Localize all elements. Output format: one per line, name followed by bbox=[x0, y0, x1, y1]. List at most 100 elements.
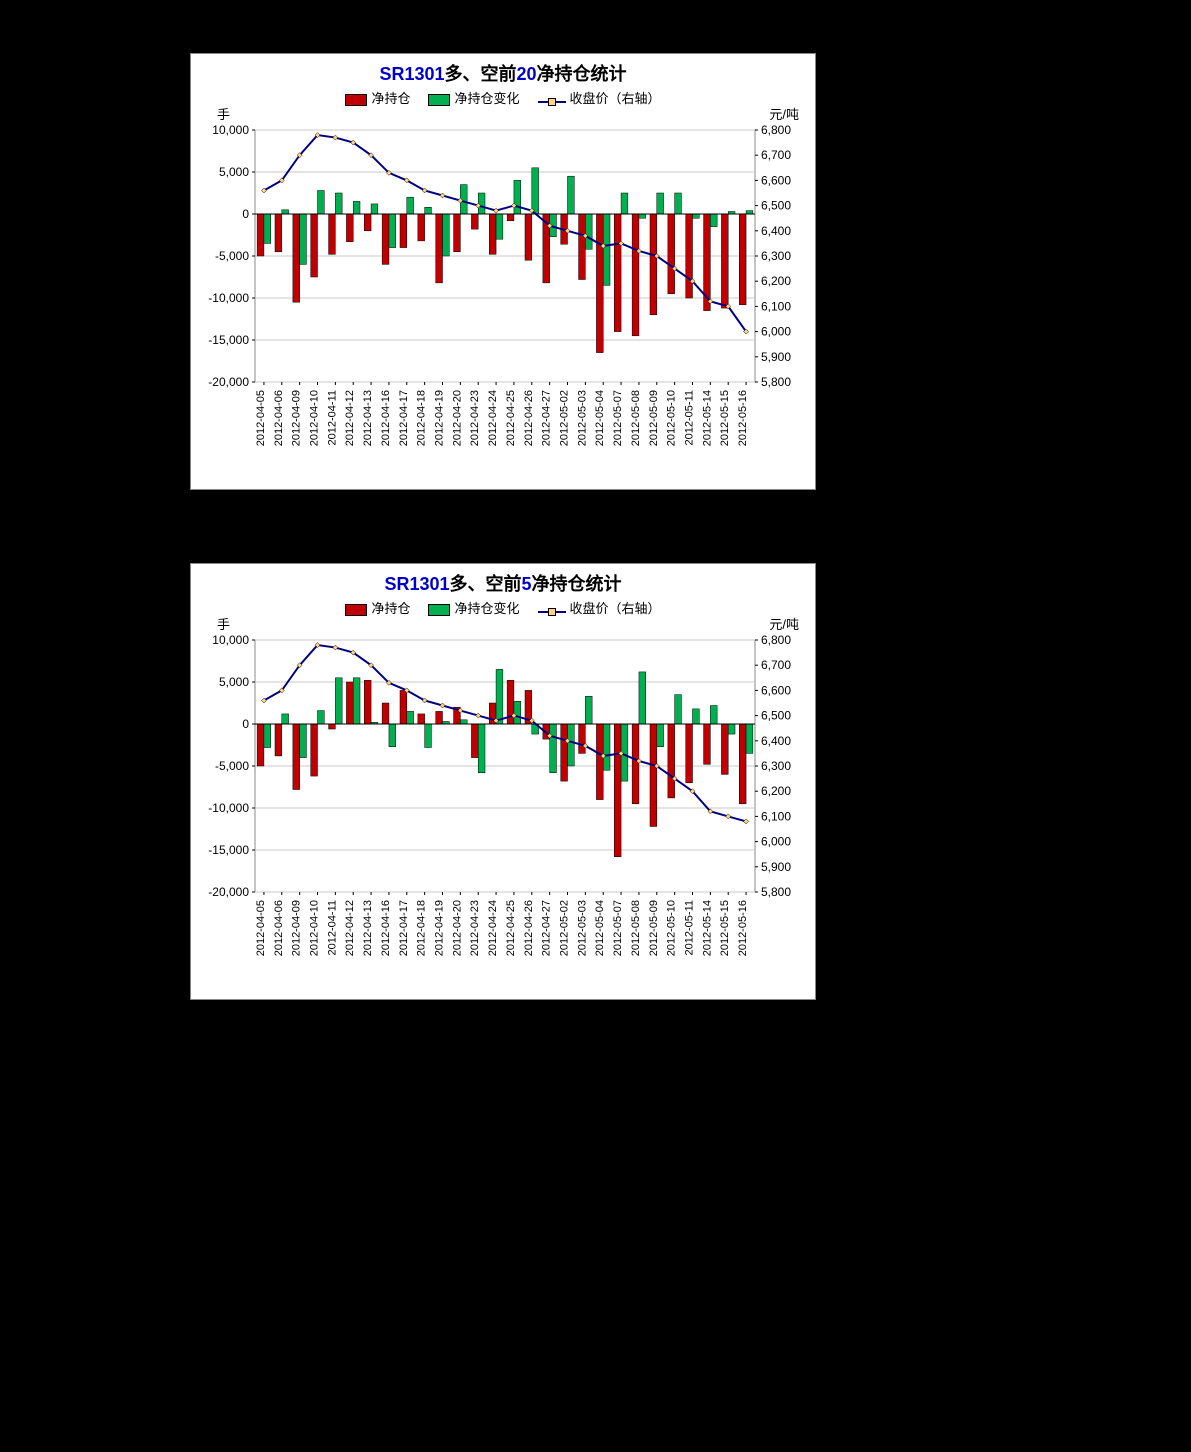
bar-net bbox=[739, 724, 746, 804]
x-tick-label: 2012-04-19 bbox=[434, 390, 446, 446]
bar-change bbox=[300, 724, 307, 758]
bar-change bbox=[603, 724, 610, 770]
svg-text:10,000: 10,000 bbox=[212, 633, 249, 647]
bar-change bbox=[585, 696, 592, 724]
bar-change bbox=[318, 190, 325, 214]
x-tick-label: 2012-05-15 bbox=[719, 390, 731, 446]
y-left-label: 手 bbox=[217, 614, 230, 633]
svg-text:6,800: 6,800 bbox=[761, 633, 791, 647]
bar-change bbox=[300, 214, 307, 264]
bar-net bbox=[257, 214, 264, 256]
x-tick-label: 2012-04-16 bbox=[380, 900, 392, 956]
x-tick-label: 2012-04-24 bbox=[487, 900, 499, 956]
x-tick-label: 2012-05-14 bbox=[701, 390, 713, 446]
bar-net bbox=[382, 214, 389, 264]
bar-net bbox=[721, 214, 728, 308]
bar-net bbox=[329, 214, 336, 254]
svg-text:5,800: 5,800 bbox=[761, 885, 791, 899]
bar-change bbox=[746, 724, 753, 753]
legend: 净持仓 净持仓变化 收盘价（右轴） bbox=[191, 88, 815, 107]
svg-text:10,000: 10,000 bbox=[212, 123, 249, 137]
chart-panel-top5: SR1301多、空前5净持仓统计 净持仓 净持仓变化 收盘价（右轴） 手 元/吨… bbox=[190, 563, 816, 1000]
bar-change bbox=[264, 724, 271, 748]
bar-net bbox=[561, 724, 568, 781]
bar-net bbox=[329, 724, 336, 729]
y-right-label: 元/吨 bbox=[769, 104, 799, 123]
svg-text:0: 0 bbox=[242, 207, 249, 221]
x-tick-label: 2012-05-02 bbox=[559, 900, 571, 956]
x-tick-label: 2012-05-11 bbox=[684, 900, 696, 955]
legend: 净持仓 净持仓变化 收盘价（右轴） bbox=[191, 598, 815, 617]
bar-net bbox=[311, 724, 318, 776]
bar-change bbox=[550, 724, 557, 773]
bar-change bbox=[603, 214, 610, 285]
bar-change bbox=[496, 669, 503, 724]
x-tick-label: 2012-04-17 bbox=[398, 390, 410, 446]
x-tick-label: 2012-04-06 bbox=[273, 390, 285, 446]
svg-text:6,700: 6,700 bbox=[761, 658, 791, 672]
plot-area: -20,000-15,000-10,000-5,00005,00010,0005… bbox=[191, 122, 815, 482]
bar-change bbox=[693, 709, 700, 724]
bar-change bbox=[585, 214, 592, 249]
bar-change bbox=[746, 211, 753, 214]
x-tick-label: 2012-04-25 bbox=[505, 390, 517, 446]
bar-change bbox=[282, 714, 289, 724]
x-tick-label: 2012-04-05 bbox=[255, 900, 267, 956]
bar-net bbox=[614, 724, 621, 857]
bar-change bbox=[335, 678, 342, 724]
legend-item-net: 净持仓 bbox=[345, 88, 410, 107]
bar-net bbox=[471, 214, 478, 229]
svg-text:6,800: 6,800 bbox=[761, 123, 791, 137]
x-tick-label: 2012-04-27 bbox=[541, 900, 553, 956]
bar-net bbox=[489, 214, 496, 254]
x-tick-label: 2012-04-06 bbox=[273, 900, 285, 956]
x-tick-label: 2012-04-18 bbox=[416, 390, 428, 446]
bar-net bbox=[436, 214, 443, 283]
bar-net bbox=[471, 724, 478, 758]
legend-item-net: 净持仓 bbox=[345, 598, 410, 617]
bar-net bbox=[436, 711, 443, 724]
svg-text:-10,000: -10,000 bbox=[208, 291, 249, 305]
svg-text:6,500: 6,500 bbox=[761, 199, 791, 213]
svg-text:6,300: 6,300 bbox=[761, 759, 791, 773]
bar-change bbox=[675, 695, 682, 724]
bar-change bbox=[728, 724, 735, 734]
bar-change bbox=[353, 201, 360, 214]
bar-net bbox=[400, 214, 407, 248]
svg-text:-15,000: -15,000 bbox=[208, 333, 249, 347]
x-tick-label: 2012-04-25 bbox=[505, 900, 517, 956]
svg-text:6,000: 6,000 bbox=[761, 325, 791, 339]
bar-change bbox=[532, 168, 539, 214]
x-tick-label: 2012-05-08 bbox=[630, 900, 642, 956]
bar-net bbox=[454, 214, 461, 252]
svg-text:6,400: 6,400 bbox=[761, 224, 791, 238]
svg-text:6,200: 6,200 bbox=[761, 784, 791, 798]
x-tick-label: 2012-04-23 bbox=[469, 900, 481, 956]
legend-item-change: 净持仓变化 bbox=[428, 598, 519, 617]
bar-net bbox=[686, 214, 693, 298]
svg-text:5,000: 5,000 bbox=[219, 675, 249, 689]
bar-net bbox=[632, 214, 639, 336]
y-right-label: 元/吨 bbox=[769, 614, 799, 633]
x-tick-label: 2012-04-12 bbox=[344, 390, 356, 446]
x-tick-label: 2012-05-16 bbox=[737, 390, 749, 446]
bar-net bbox=[739, 214, 746, 305]
bar-change bbox=[568, 176, 575, 214]
svg-text:5,800: 5,800 bbox=[761, 375, 791, 389]
x-tick-label: 2012-04-20 bbox=[451, 900, 463, 956]
svg-text:6,500: 6,500 bbox=[761, 709, 791, 723]
bar-net bbox=[596, 724, 603, 800]
bar-change bbox=[514, 180, 521, 214]
bar-change bbox=[478, 724, 485, 773]
bar-change bbox=[353, 678, 360, 724]
x-tick-label: 2012-05-11 bbox=[684, 390, 696, 445]
bar-change bbox=[693, 214, 700, 218]
bar-net bbox=[579, 724, 586, 753]
svg-text:6,000: 6,000 bbox=[761, 835, 791, 849]
svg-text:-20,000: -20,000 bbox=[208, 375, 249, 389]
bar-change bbox=[675, 193, 682, 214]
bar-change bbox=[407, 711, 414, 724]
bar-net bbox=[579, 214, 586, 280]
x-tick-label: 2012-04-11 bbox=[326, 390, 338, 445]
legend-item-price: 收盘价（右轴） bbox=[538, 88, 661, 107]
